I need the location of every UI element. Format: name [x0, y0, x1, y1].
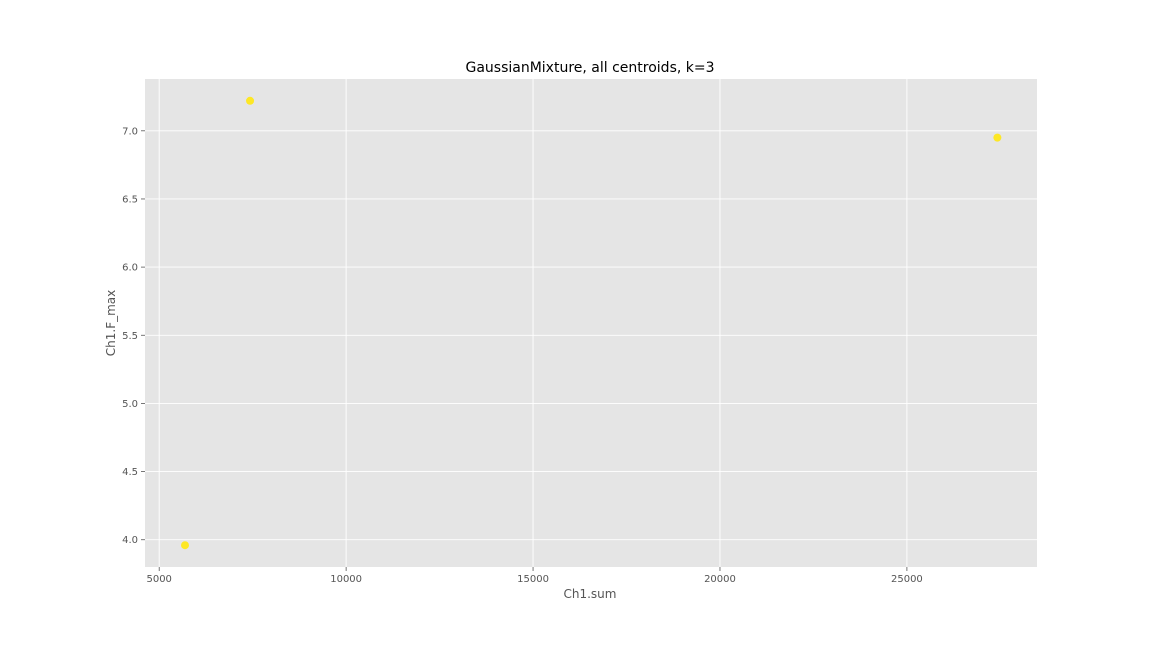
data-points: [181, 96, 1002, 550]
y-tick-label: 6.5: [122, 194, 138, 205]
x-tick-label: 20000: [704, 574, 736, 585]
y-tick-label: 7.0: [122, 126, 138, 137]
centroid-point: [246, 96, 255, 105]
y-tick-label: 6.0: [122, 263, 138, 274]
y-tick-label: 4.5: [122, 467, 138, 478]
y-tick-label: 4.0: [122, 535, 138, 546]
x-tick-label: 5000: [146, 574, 171, 585]
axis-ticks: 5000 10000 15000 20000 25000 4.0 4.5 5.0 5.5 6.0 6…: [122, 126, 923, 585]
y-axis-label: Ch1.F_max: [104, 290, 118, 356]
plot-area: [145, 79, 1037, 567]
chart-title: GaussianMixture, all centroids, k=3: [465, 60, 714, 76]
x-tick-label: 15000: [517, 574, 549, 585]
grid-lines: [145, 79, 1037, 567]
y-tick-label: 5.0: [122, 399, 138, 410]
x-tick-label: 25000: [891, 574, 923, 585]
x-axis-label: Ch1.sum: [564, 587, 617, 601]
centroid-point: [993, 133, 1002, 142]
x-tick-label: 10000: [330, 574, 362, 585]
y-tick-label: 5.5: [122, 331, 138, 342]
centroid-point: [181, 541, 190, 550]
